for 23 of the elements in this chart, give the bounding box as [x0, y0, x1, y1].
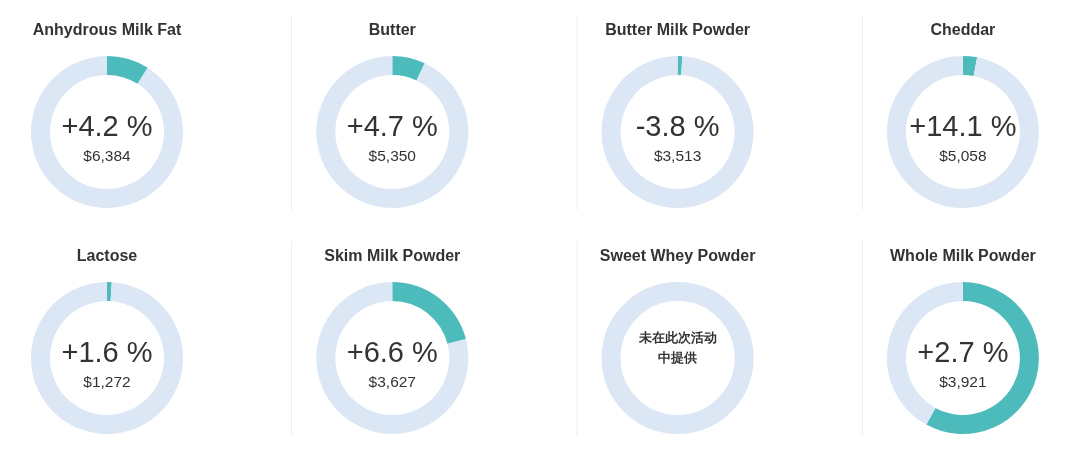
chart-title: Whole Milk Powder — [890, 247, 1036, 264]
text: +4.2 % — [61, 110, 153, 142]
chart-title: Butter Milk Powder — [605, 21, 751, 38]
text: +4.7 % — [346, 110, 438, 142]
text: +1.6 % — [61, 336, 153, 368]
text: Sweet Whey Powder — [599, 247, 756, 264]
chart-title: Anhydrous Milk Fat — [32, 21, 182, 38]
chart-title: Lactose — [76, 247, 138, 264]
text: $5,350 — [368, 147, 417, 164]
text: $3,513 — [653, 147, 702, 164]
text: $5,058 — [939, 147, 987, 164]
chart-title: Cheddar — [930, 21, 996, 38]
chart-title: Skim Milk Powder — [324, 247, 461, 264]
text: 未在此次活动中提供 — [637, 329, 718, 367]
text: $3,627 — [368, 373, 417, 390]
text: +2.7 % — [917, 336, 1009, 368]
text: +14.1 % — [909, 110, 1017, 142]
chart-title: Butter — [368, 21, 416, 38]
text: $1,272 — [83, 373, 131, 390]
text: -3.8 % — [635, 110, 720, 142]
text: +6.6 % — [346, 336, 438, 368]
text: $6,384 — [83, 147, 132, 164]
text: $3,921 — [939, 373, 987, 390]
